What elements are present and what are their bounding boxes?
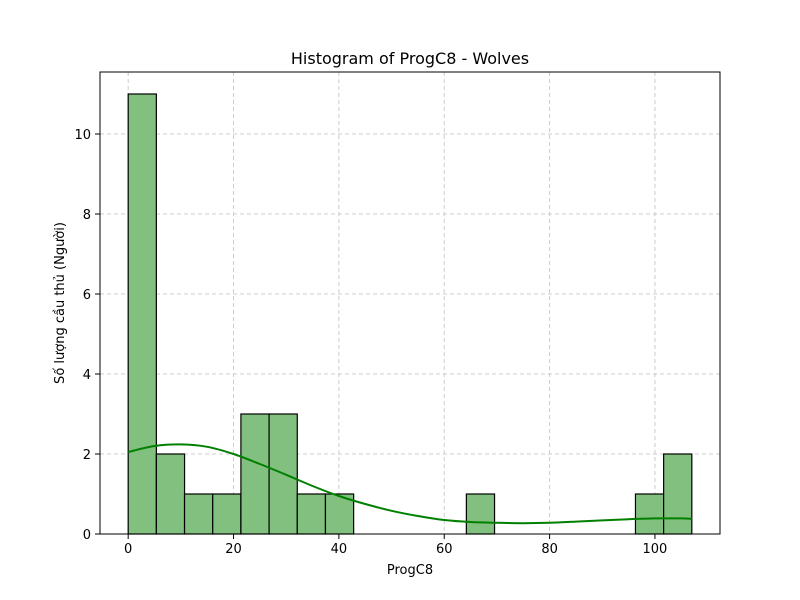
x-tick-label: 80 — [541, 542, 558, 557]
histogram-bar — [324, 493, 355, 535]
y-axis-title: Số lượng cầu thủ (Người) — [53, 222, 68, 384]
x-tick-label: 0 — [124, 542, 132, 557]
histogram-bar — [127, 93, 157, 535]
y-tick-label: 2 — [83, 448, 91, 463]
histogram-bar — [212, 493, 242, 535]
histogram-bar — [465, 493, 496, 535]
kde-line — [127, 443, 692, 525]
x-axis-ticks: 0 20 40 60 80 100 — [124, 534, 667, 557]
kde-layer — [127, 443, 692, 525]
histogram-bar — [663, 453, 693, 535]
histogram-bar — [268, 413, 298, 535]
histogram-bar — [240, 413, 270, 535]
histogram-bar — [155, 453, 186, 535]
x-tick-label: 100 — [643, 542, 668, 557]
chart-title: Histogram of ProgC8 - Wolves — [291, 49, 529, 68]
y-tick-label: 8 — [83, 208, 91, 223]
histogram-bar — [634, 493, 665, 535]
x-tick-label: 40 — [331, 542, 348, 557]
y-tick-label: 6 — [83, 288, 91, 303]
y-axis-ticks: 0 2 4 6 8 10 — [74, 128, 100, 543]
x-axis-title: ProgC8 — [387, 563, 433, 578]
bars-layer — [127, 93, 693, 535]
x-tick-label: 60 — [436, 542, 453, 557]
y-tick-label: 0 — [83, 528, 91, 543]
y-tick-label: 10 — [74, 128, 91, 143]
histogram-bar — [296, 493, 327, 535]
x-tick-label: 20 — [225, 542, 242, 557]
plot-frame — [99, 71, 721, 535]
histogram-bar — [183, 493, 214, 535]
y-tick-label: 4 — [83, 368, 91, 383]
